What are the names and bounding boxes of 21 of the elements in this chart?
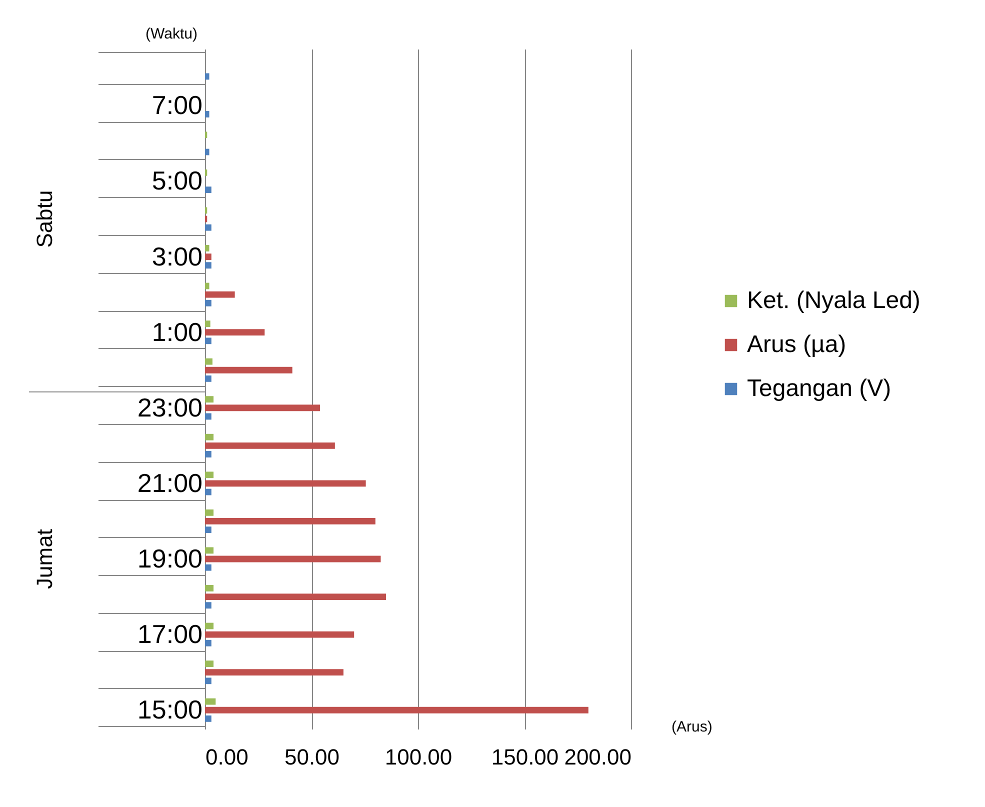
y-tick-label: 7:00 [152,90,202,120]
y-tick-label: 5:00 [152,166,202,196]
y-axis-title: (Waktu) [146,26,198,42]
y-tick-label: 21:00 [137,468,202,498]
legend-label: Tegangan (V) [747,375,892,402]
y-tick-label: 17:00 [137,619,202,650]
y-tick-label: 23:00 [137,392,202,422]
x-tick-label: 50.00 [284,744,340,770]
legend-label: Arus (µa) [747,331,846,358]
text: Jumat [32,529,57,589]
x-tick-label: 100.00 [384,744,452,770]
x-tick-label: 150.00 [491,744,559,770]
text: Sabtu [32,190,57,248]
y-tick-label: 15:00 [137,694,202,725]
y-tick-label: 19:00 [137,544,202,574]
y-tick-label: 3:00 [152,241,202,272]
x-axis-title: (Arus) [672,718,712,736]
y-tick-label: 1:00 [152,316,202,347]
x-tick-label: 200.00 [564,744,632,770]
x-tick-label: 0.00 [206,744,248,770]
legend-label: Ket. (Nyala Led) [747,287,920,314]
